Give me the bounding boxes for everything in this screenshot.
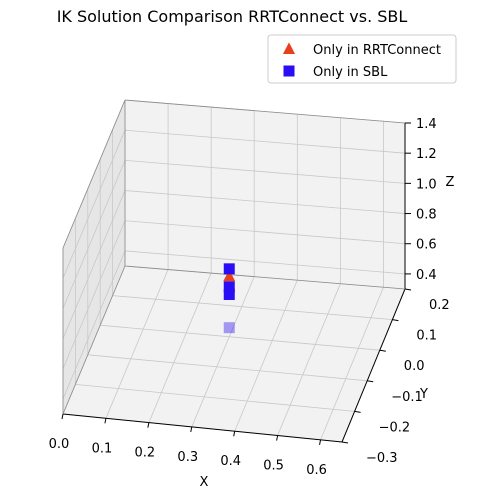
legend-label-rrtconnect: Only in RRTConnect [313,43,441,58]
rrtconnect-point [223,269,236,282]
legend-marker-sbl [283,65,295,77]
legend-label-sbl: Only in SBL [313,65,388,80]
grid-line-x [234,280,298,432]
y-tick-label: 0.0 [404,359,425,374]
sbl-point [223,263,235,275]
z-axis-label: Z [446,175,455,190]
grid-line-y [75,384,355,412]
grid-line-z [62,250,126,400]
x-tick-mark [104,418,107,424]
z-tick-label: 0.4 [416,268,437,283]
legend-box [267,34,457,84]
grid-line-z [124,159,406,184]
z-tick-label: 0.6 [416,238,437,253]
sbl-point [223,288,235,300]
pane-edge [62,99,126,249]
grid-line-z [124,250,406,275]
y-tick-mark [354,410,361,413]
y-tick-mark [367,380,374,383]
z-tick-label: 1.2 [416,147,437,162]
grid-line-z [62,220,126,369]
grid-line-x [105,269,169,419]
grid-line-y [87,354,368,382]
grid-line-z [62,160,126,309]
axis-edges [62,99,406,443]
back-pane [125,100,405,289]
x-tick-label: 0.1 [92,441,113,456]
floor-pane [63,266,405,442]
x-tick-mark [233,431,236,437]
chart-title: IK Solution Comparison RRTConnect vs. SB… [57,7,408,26]
pane-edge [124,265,406,290]
grid-line-z [62,130,126,279]
z-tick-label: 1.4 [416,117,437,132]
z-tick-label: 0.8 [416,208,437,223]
grid-line-z [62,190,126,339]
x-tick-label: 0.3 [177,450,198,465]
x-tick-label: 0.5 [263,459,284,474]
legend-marker-rrtconnect [282,42,296,54]
grid-line-z [124,220,406,245]
sbl-point [223,281,235,293]
side-pane [63,100,125,414]
grid-line-x [191,276,255,428]
x-tick-label: 0.6 [306,463,327,478]
grid-line-x [277,283,341,436]
pane-edge [62,265,126,415]
x-axis-label: X [200,475,209,490]
y-tick-label: −0.2 [379,420,411,435]
pane-edge [124,99,406,124]
legend: Only in RRTConnect Only in SBL [267,34,457,84]
x-tick-mark [147,422,150,428]
z-tick-label: 1.0 [416,177,437,192]
y-axis-label: Y [419,387,428,402]
sbl-point [223,322,235,334]
grid-line-x [320,287,384,440]
y-tick-label: −0.3 [366,451,398,466]
grid-line-y [100,324,380,351]
x-tick-label: 0.0 [49,437,70,452]
y-tick-mark [341,441,349,444]
x-tick-mark [276,435,279,441]
x-tick-mark [190,426,193,433]
grid-line-z [124,190,406,214]
y-axis-line [341,288,406,443]
y-tick-label: 0.1 [416,329,437,344]
x-tick-label: 0.4 [220,454,241,469]
grid-line-x [148,272,212,423]
y-tick-mark [404,288,412,291]
x-axis-line [62,413,343,443]
x-tick-label: 0.2 [135,446,156,461]
y-tick-mark [392,319,399,322]
x-tick-mark [319,439,322,445]
y-tick-mark [379,349,386,352]
y-tick-label: −0.1 [391,390,423,405]
x-tick-mark [61,413,64,420]
grid-line-y [112,295,393,320]
tick-labels: 0.0 0.1 0.2 0.3 0.4 0.5 0.6 0.2 0.1 0.0 −0.1 −0.2 −0… [49,117,450,478]
data-points [223,263,236,334]
grid-line-z [124,129,406,154]
y-tick-label: 0.2 [429,298,450,313]
